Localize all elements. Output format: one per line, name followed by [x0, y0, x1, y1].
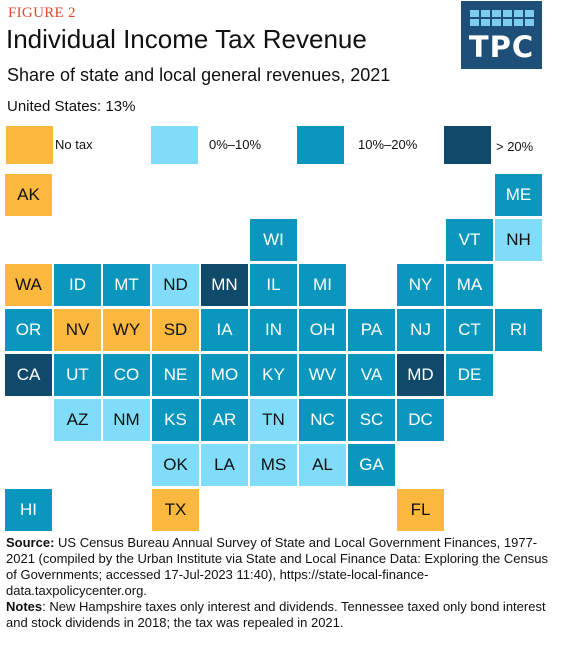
source-label: Source:: [6, 535, 55, 550]
state-tile-co: CO: [103, 354, 150, 396]
state-tile-ca: CA: [5, 354, 52, 396]
source-paragraph: Source: US Census Bureau Annual Survey o…: [6, 535, 558, 599]
state-tile-nh: NH: [495, 219, 542, 261]
tpc-logo: TPC: [461, 1, 542, 69]
state-tile-ks: KS: [152, 399, 199, 441]
logo-grid-icon: [470, 10, 534, 26]
page-title: Individual Income Tax Revenue: [6, 24, 367, 54]
tile-map: AK ME WI VT NH WA ID MT ND MN IL MI NY MA OR NV WY SD IA IN…: [5, 174, 542, 531]
notes-text: : New Hampshire taxes only interest and …: [6, 599, 546, 630]
state-tile-nj: NJ: [397, 309, 444, 351]
state-tile-sd: SD: [152, 309, 199, 351]
state-tile-mo: MO: [201, 354, 248, 396]
logo-text: TPC: [468, 30, 535, 64]
state-tile-oh: OH: [299, 309, 346, 351]
state-tile-mi: MI: [299, 264, 346, 306]
state-tile-nd: ND: [152, 264, 199, 306]
state-tile-wv: WV: [299, 354, 346, 396]
state-tile-il: IL: [250, 264, 297, 306]
us-average: United States: 13%: [7, 98, 136, 115]
state-tile-la: LA: [201, 444, 248, 486]
state-tile-nc: NC: [299, 399, 346, 441]
state-tile-de: DE: [446, 354, 493, 396]
state-tile-ga: GA: [348, 444, 395, 486]
legend-label-20-plus: > 20%: [496, 139, 534, 154]
state-tile-fl: FL: [397, 489, 444, 531]
state-tile-wy: WY: [103, 309, 150, 351]
notes-label: Notes: [6, 599, 43, 614]
state-tile-tn: TN: [250, 399, 297, 441]
state-tile-ct: CT: [446, 309, 493, 351]
legend-swatch-20-plus: [444, 126, 491, 164]
state-tile-ia: IA: [201, 309, 248, 351]
state-tile-ar: AR: [201, 399, 248, 441]
state-tile-ut: UT: [54, 354, 101, 396]
state-tile-az: AZ: [54, 399, 101, 441]
legend-label-10-20: 10%–20%: [358, 137, 418, 152]
state-tile-al: AL: [299, 444, 346, 486]
state-tile-pa: PA: [348, 309, 395, 351]
state-tile-md: MD: [397, 354, 444, 396]
figure-label: FIGURE 2: [8, 5, 76, 21]
state-tile-ky: KY: [250, 354, 297, 396]
legend-label-no-tax: No tax: [55, 137, 93, 152]
state-tile-ak: AK: [5, 174, 52, 216]
state-tile-id: ID: [54, 264, 101, 306]
subtitle: Share of state and local general revenue…: [7, 65, 391, 85]
state-tile-dc: DC: [397, 399, 444, 441]
state-tile-va: VA: [348, 354, 395, 396]
state-tile-mn: MN: [201, 264, 248, 306]
state-tile-ri: RI: [495, 309, 542, 351]
state-tile-nv: NV: [54, 309, 101, 351]
state-tile-ny: NY: [397, 264, 444, 306]
state-tile-tx: TX: [152, 489, 199, 531]
state-tile-mt: MT: [103, 264, 150, 306]
state-tile-nm: NM: [103, 399, 150, 441]
state-tile-wi: WI: [250, 219, 297, 261]
state-tile-ne: NE: [152, 354, 199, 396]
legend-swatch-0-10: [151, 126, 198, 164]
state-tile-ma: MA: [446, 264, 493, 306]
state-tile-vt: VT: [446, 219, 493, 261]
notes-paragraph: Notes: New Hampshire taxes only interest…: [6, 599, 558, 631]
state-tile-or: OR: [5, 309, 52, 351]
source-notes: Source: US Census Bureau Annual Survey o…: [6, 535, 558, 631]
state-tile-wa: WA: [5, 264, 52, 306]
legend-swatch-10-20: [297, 126, 344, 164]
state-tile-ms: MS: [250, 444, 297, 486]
state-tile-sc: SC: [348, 399, 395, 441]
state-tile-ok: OK: [152, 444, 199, 486]
source-text: US Census Bureau Annual Survey of State …: [6, 535, 548, 598]
legend-label-0-10: 0%–10%: [209, 137, 262, 152]
state-tile-hi: HI: [5, 489, 52, 531]
state-tile-me: ME: [495, 174, 542, 216]
state-tile-in: IN: [250, 309, 297, 351]
legend-swatch-no-tax: [6, 126, 53, 164]
